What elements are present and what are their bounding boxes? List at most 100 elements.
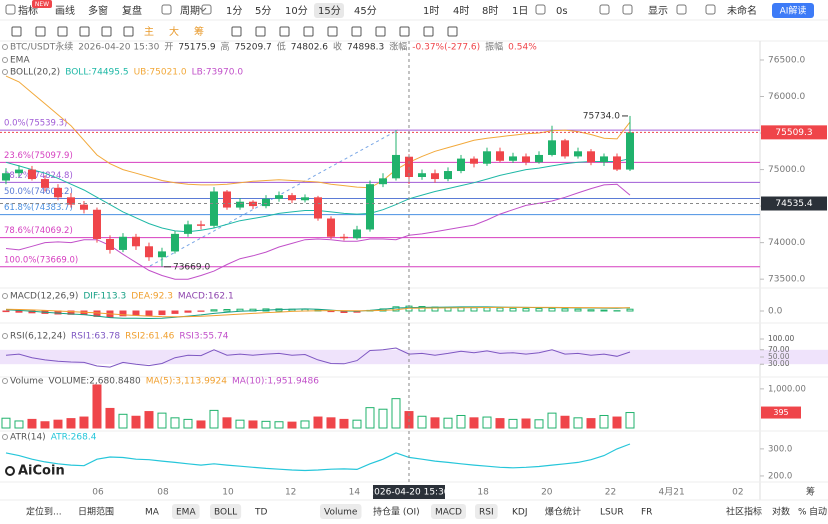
volume-bar bbox=[313, 416, 323, 429]
volume-bar bbox=[274, 421, 284, 429]
ai-button[interactable]: AI解读 bbox=[780, 5, 807, 17]
toolbar-item[interactable]: 多窗 bbox=[88, 4, 108, 17]
tool-icon[interactable] bbox=[57, 26, 68, 37]
candle-body bbox=[625, 132, 634, 170]
ai-button-bg[interactable] bbox=[772, 3, 814, 18]
toolbar-item[interactable]: 0s bbox=[556, 6, 568, 17]
toolbar-icon[interactable] bbox=[5, 4, 16, 15]
bottom-item[interactable]: RSI bbox=[479, 508, 494, 518]
macd-bar bbox=[132, 310, 140, 316]
toolbar-item[interactable]: 画线 bbox=[55, 4, 75, 17]
bottom-item[interactable]: MACD bbox=[435, 508, 462, 518]
toolbar-item[interactable]: 45分 bbox=[354, 5, 377, 17]
candle-body bbox=[391, 154, 400, 179]
bottom-active bbox=[320, 504, 362, 519]
macd-bar bbox=[600, 309, 608, 312]
toolbar-icon[interactable] bbox=[599, 4, 610, 15]
tool-tab[interactable]: 筹 bbox=[194, 25, 204, 38]
bottom-item[interactable]: KDJ bbox=[512, 508, 528, 518]
bottom-item[interactable]: MA bbox=[145, 508, 160, 518]
bottom-item[interactable]: % bbox=[798, 508, 807, 518]
bottom-item[interactable]: 自动 bbox=[809, 506, 827, 518]
candle-body bbox=[118, 236, 127, 250]
dropdown-arrow bbox=[199, 7, 207, 12]
toolbar-item[interactable]: 1时 bbox=[423, 5, 439, 17]
candle-body bbox=[365, 184, 374, 230]
bottom-item[interactable]: 对数 bbox=[772, 506, 790, 518]
volume-bar bbox=[66, 418, 76, 429]
toolbar-item[interactable]: 未命名 bbox=[727, 4, 757, 17]
volume-bar bbox=[287, 421, 297, 429]
x-tick-label: 12 bbox=[285, 488, 296, 498]
tool-icon[interactable] bbox=[101, 26, 112, 37]
candle-body bbox=[404, 156, 413, 177]
bottom-item[interactable]: EMA bbox=[176, 508, 196, 518]
tool-tab[interactable]: 大 bbox=[169, 25, 179, 38]
tool-icon[interactable] bbox=[399, 26, 410, 37]
macd-line bbox=[5, 306, 630, 318]
toolbar-icon[interactable] bbox=[676, 4, 687, 15]
toolbar-icon[interactable] bbox=[201, 4, 212, 15]
tool-icon[interactable] bbox=[255, 26, 266, 37]
bottom-item[interactable]: 社区指标 bbox=[726, 506, 762, 518]
volume-bar bbox=[378, 408, 388, 429]
legend-item: VOLUME:2,680.8480 bbox=[48, 377, 141, 387]
candle-body bbox=[482, 151, 491, 164]
toolbar-item[interactable]: 复盘 bbox=[122, 4, 142, 17]
tool-icon[interactable] bbox=[303, 26, 314, 37]
tool-icon[interactable] bbox=[327, 26, 338, 37]
tool-icon[interactable] bbox=[231, 26, 242, 37]
toolbar-icon[interactable] bbox=[535, 4, 546, 15]
bottom-item[interactable]: Volume bbox=[324, 508, 358, 518]
toolbar-item[interactable]: 10分 bbox=[285, 5, 308, 17]
toolbar-icon[interactable] bbox=[161, 4, 172, 15]
bottom-item[interactable]: 定位到... bbox=[26, 506, 62, 518]
macd-bar bbox=[2, 310, 10, 313]
tool-icon[interactable] bbox=[279, 26, 290, 37]
macd-bar bbox=[15, 310, 23, 313]
tool-icon[interactable] bbox=[35, 26, 46, 37]
toolbar-icon[interactable] bbox=[622, 4, 633, 15]
y-tick-label: 30.00 bbox=[768, 359, 790, 368]
logo-mark bbox=[5, 466, 15, 476]
volume-bar bbox=[235, 419, 245, 429]
tool-icon[interactable] bbox=[79, 26, 90, 37]
macd-bar bbox=[587, 309, 595, 312]
bottom-item[interactable]: 爆仓统计 bbox=[545, 506, 581, 518]
tool-icon[interactable] bbox=[375, 26, 386, 37]
tool-icon[interactable] bbox=[351, 26, 362, 37]
info-item: 涨幅 bbox=[389, 41, 407, 53]
fib-label: 23.6%(75097.9) bbox=[4, 151, 73, 161]
toolbar-item[interactable]: 5分 bbox=[255, 5, 271, 17]
tool-icon[interactable] bbox=[447, 26, 458, 37]
toolbar-item[interactable]: 15分 bbox=[318, 5, 341, 17]
bottom-active bbox=[475, 504, 498, 519]
tool-tab[interactable]: 主 bbox=[144, 26, 154, 38]
volume-bar bbox=[27, 418, 37, 429]
toolbar-icon[interactable] bbox=[705, 4, 716, 15]
bottom-item[interactable]: TD bbox=[254, 508, 267, 518]
legend-icon bbox=[2, 69, 8, 75]
bottom-item[interactable]: LSUR bbox=[600, 508, 624, 518]
toolbar-item[interactable]: 显示 bbox=[648, 5, 668, 17]
tool-icon[interactable] bbox=[423, 26, 434, 37]
bottom-item[interactable]: 日期范围 bbox=[78, 506, 114, 518]
toolbar-item[interactable]: 8时 bbox=[482, 5, 498, 17]
tool-icon[interactable] bbox=[11, 26, 22, 37]
candle-body bbox=[560, 140, 569, 157]
toolbar-item[interactable]: 周期 bbox=[180, 5, 200, 17]
toolbar-item[interactable]: 1日 bbox=[512, 6, 528, 17]
volume-bar bbox=[456, 414, 466, 429]
y-tick-label: 70.00 bbox=[768, 345, 790, 354]
bottom-item[interactable]: 持仓量 (OI) bbox=[373, 506, 420, 518]
bottom-item[interactable]: FR bbox=[641, 508, 652, 518]
corner-tab[interactable]: 筹 bbox=[806, 486, 815, 498]
candle-body bbox=[378, 178, 387, 185]
toolbar-item[interactable]: 4时 bbox=[453, 5, 469, 17]
volume-bar bbox=[573, 417, 583, 429]
bottom-item[interactable]: BOLL bbox=[214, 508, 237, 518]
toolbar-item[interactable]: 1分 bbox=[226, 5, 242, 17]
x-tick-label: 14 bbox=[349, 488, 361, 498]
candle-body bbox=[417, 173, 426, 177]
tool-icon[interactable] bbox=[123, 26, 134, 37]
